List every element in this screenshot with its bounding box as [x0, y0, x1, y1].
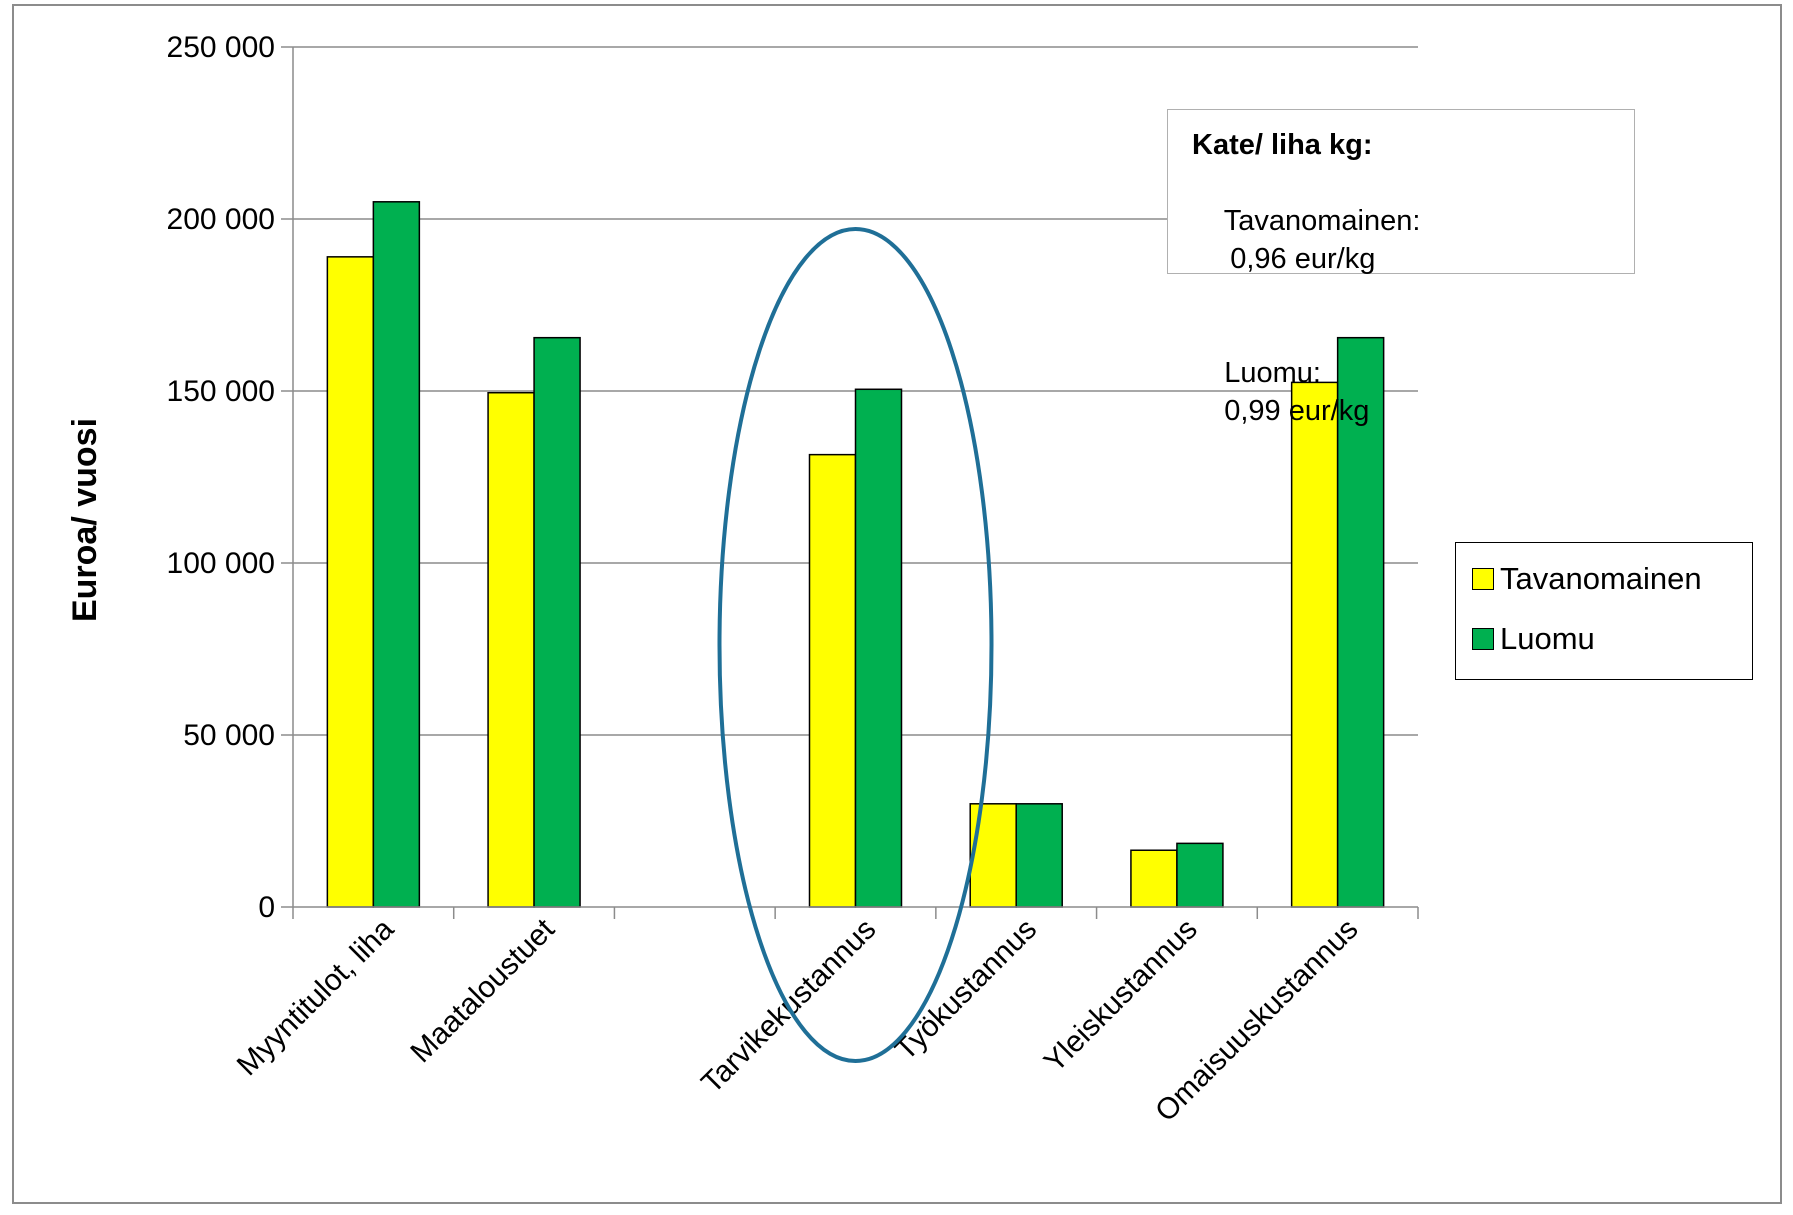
legend-item-luomu: Luomu	[1472, 621, 1595, 657]
x-tick-label: Yleiskustannus	[1038, 913, 1204, 1079]
bar-tavanomainen	[1290, 381, 1339, 908]
bar-tavanomainen	[808, 453, 857, 908]
y-tick-label: 50 000	[183, 719, 275, 752]
bar-luomu	[533, 336, 581, 908]
bar-tavanomainen	[326, 256, 375, 908]
y-tick-label: 250 000	[167, 31, 275, 64]
annotation-value: 0,96 eur/kg	[1230, 243, 1376, 275]
bar-luomu	[854, 388, 903, 908]
legend-label: Luomu	[1500, 621, 1595, 656]
bars	[326, 201, 1385, 908]
annotation-box: Kate/ liha kg: Tavanomainen: 0,96 eur/kg…	[1167, 109, 1635, 427]
y-tick-label: 0	[258, 891, 275, 924]
y-axis-title: Euroa/ vuosi	[66, 418, 104, 622]
legend-swatch-yellow	[1472, 568, 1494, 590]
bar-luomu	[1015, 803, 1063, 908]
legend-label: Tavanomainen	[1500, 561, 1702, 596]
bar-tavanomainen	[1130, 849, 1178, 908]
y-tick-label: 100 000	[167, 547, 275, 580]
y-tick-label: 200 000	[167, 203, 275, 236]
highlight-ellipse-shape	[717, 227, 994, 1063]
axes	[281, 46, 1419, 919]
annotation-row: Luomu: 0,99 eur/kg	[1192, 316, 1634, 468]
bar-tavanomainen	[487, 391, 535, 908]
x-tick-label: Maataloustuet	[404, 912, 561, 1069]
legend: Tavanomainen Luomu	[1455, 542, 1753, 680]
y-tick-label: 150 000	[167, 375, 275, 408]
legend-item-tavanomainen: Tavanomainen	[1472, 561, 1702, 597]
bar-luomu	[1336, 336, 1385, 908]
legend-swatch-green	[1472, 628, 1494, 650]
annotation-label: Tavanomainen:	[1223, 205, 1421, 237]
x-tick-label: Työkustannus	[889, 913, 1043, 1067]
annotation-title: Kate/ liha kg:	[1192, 129, 1373, 161]
y-tick-labels: 0 50 000 100 000 150 000 200 000 250 000	[167, 31, 275, 924]
annotation-value: 0,99 eur/kg	[1224, 395, 1370, 427]
bar-tavanomainen	[969, 803, 1017, 908]
x-tick-label: Myyntitulot, liha	[231, 912, 401, 1082]
highlight-ellipse	[717, 227, 994, 1063]
annotation-label: Luomu:	[1224, 357, 1321, 389]
annotation-row: Tavanomainen: 0,96 eur/kg	[1192, 164, 1634, 316]
bar-luomu	[1176, 842, 1224, 908]
bar-luomu	[372, 201, 421, 908]
